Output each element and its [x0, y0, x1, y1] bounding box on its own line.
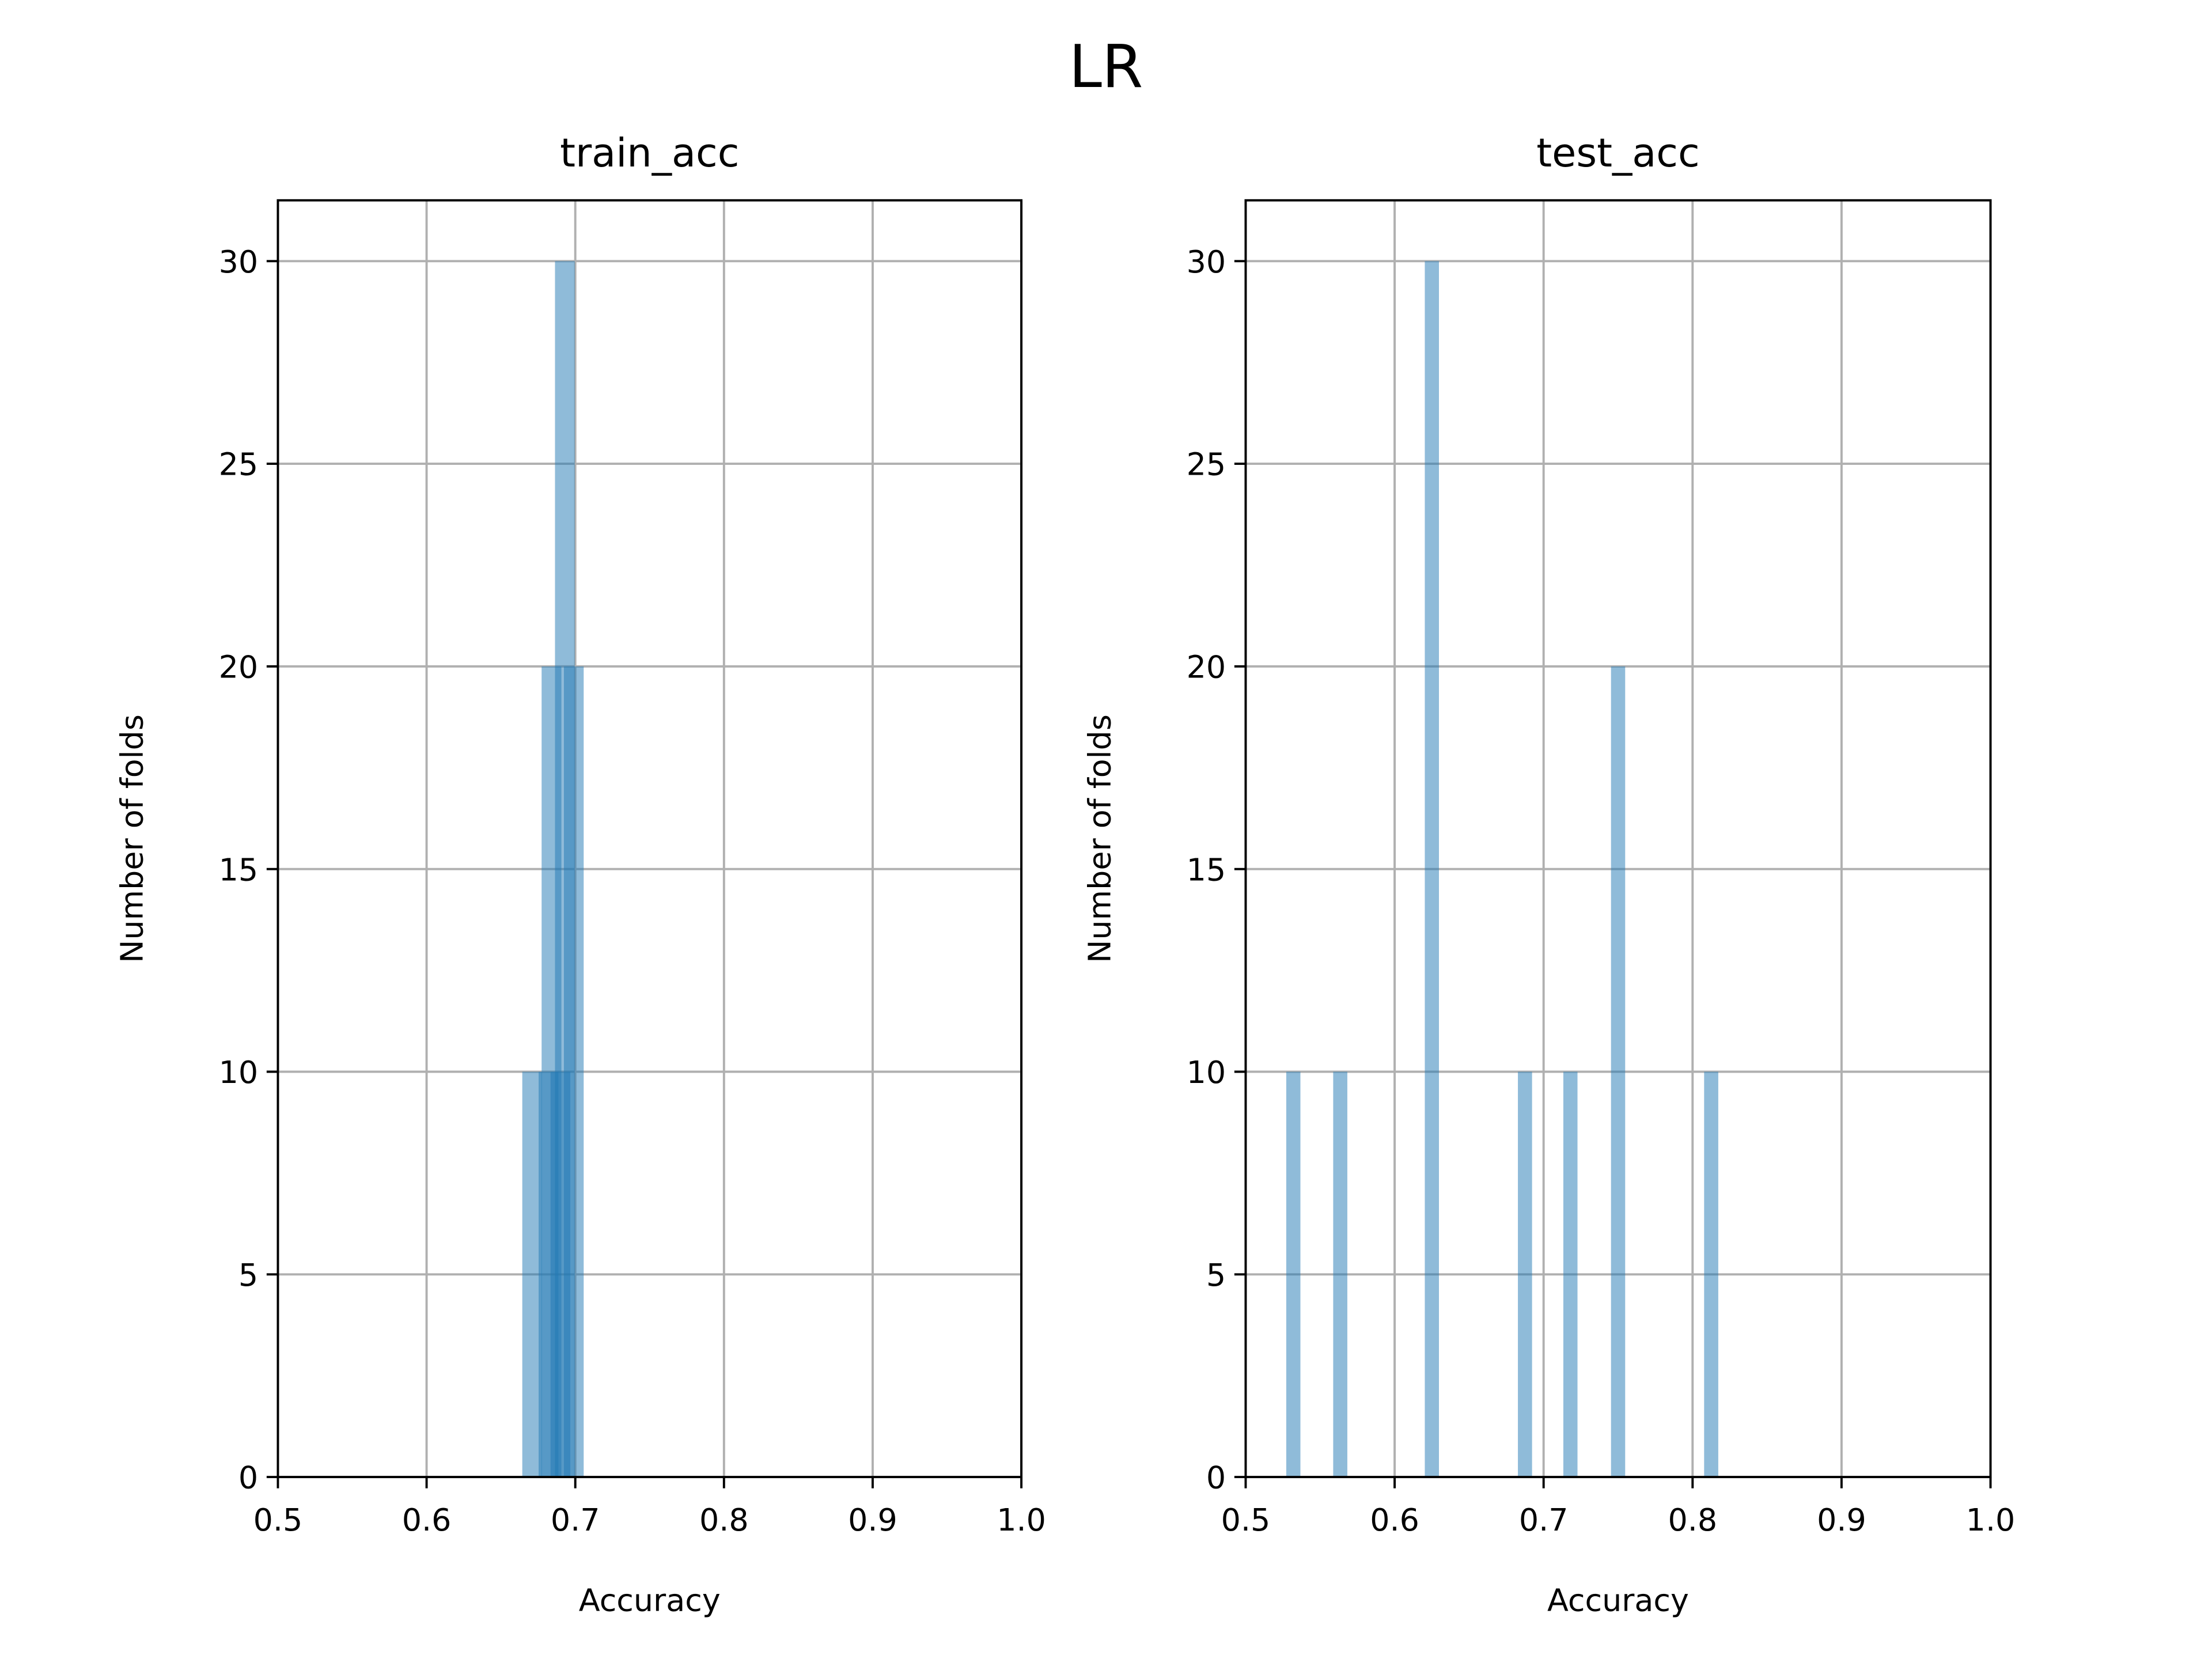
- subplot-title: train_acc: [560, 130, 739, 176]
- y-tick-label: 0: [1206, 1460, 1226, 1496]
- y-tick-label: 10: [219, 1054, 259, 1090]
- y-tick-label: 30: [219, 244, 259, 280]
- bar: [1563, 1071, 1578, 1478]
- y-tick-label: 25: [219, 446, 259, 483]
- x-tick-label: 0.5: [253, 1502, 303, 1538]
- bar: [1704, 1071, 1718, 1478]
- bar: [1518, 1071, 1532, 1478]
- x-tick-label: 0.9: [1817, 1502, 1866, 1538]
- axes-frame: [276, 199, 1023, 1479]
- axes-frame: [1244, 199, 1992, 1479]
- y-tick-label: 25: [1187, 446, 1226, 483]
- x-tick-label: 0.8: [699, 1502, 749, 1538]
- x-tick-label: 1.0: [997, 1502, 1046, 1538]
- x-tick-label: 0.6: [1370, 1502, 1419, 1538]
- x-tick-label: 0.7: [1519, 1502, 1569, 1538]
- x-tick-label: 1.0: [1966, 1502, 2016, 1538]
- y-tick-label: 5: [238, 1257, 258, 1293]
- y-axis-label: Number of folds: [113, 714, 150, 963]
- x-tick-label: 0.8: [1668, 1502, 1717, 1538]
- y-tick-label: 0: [238, 1460, 258, 1496]
- subplot-title: test_acc: [1536, 130, 1699, 176]
- x-tick-label: 0.5: [1221, 1502, 1271, 1538]
- figure-title: LR: [1069, 33, 1143, 101]
- x-tick-label: 0.7: [551, 1502, 600, 1538]
- y-tick-label: 10: [1187, 1054, 1226, 1090]
- y-tick-label: 15: [1187, 851, 1226, 888]
- bar: [1286, 1071, 1301, 1478]
- bar: [563, 666, 584, 1478]
- y-tick-label: 20: [1187, 649, 1226, 685]
- x-axis-label: Accuracy: [579, 1582, 721, 1619]
- y-tick-label: 15: [219, 851, 259, 888]
- y-tick-label: 5: [1206, 1257, 1226, 1293]
- y-tick-label: 30: [1187, 244, 1226, 280]
- y-axis-label: Number of folds: [1081, 714, 1118, 963]
- x-tick-label: 0.9: [848, 1502, 897, 1538]
- bar: [1333, 1071, 1347, 1478]
- x-axis-label: Accuracy: [1547, 1582, 1689, 1619]
- x-tick-label: 0.6: [402, 1502, 452, 1538]
- y-tick-label: 20: [219, 649, 259, 685]
- bar: [1611, 666, 1626, 1478]
- bar: [1425, 261, 1439, 1478]
